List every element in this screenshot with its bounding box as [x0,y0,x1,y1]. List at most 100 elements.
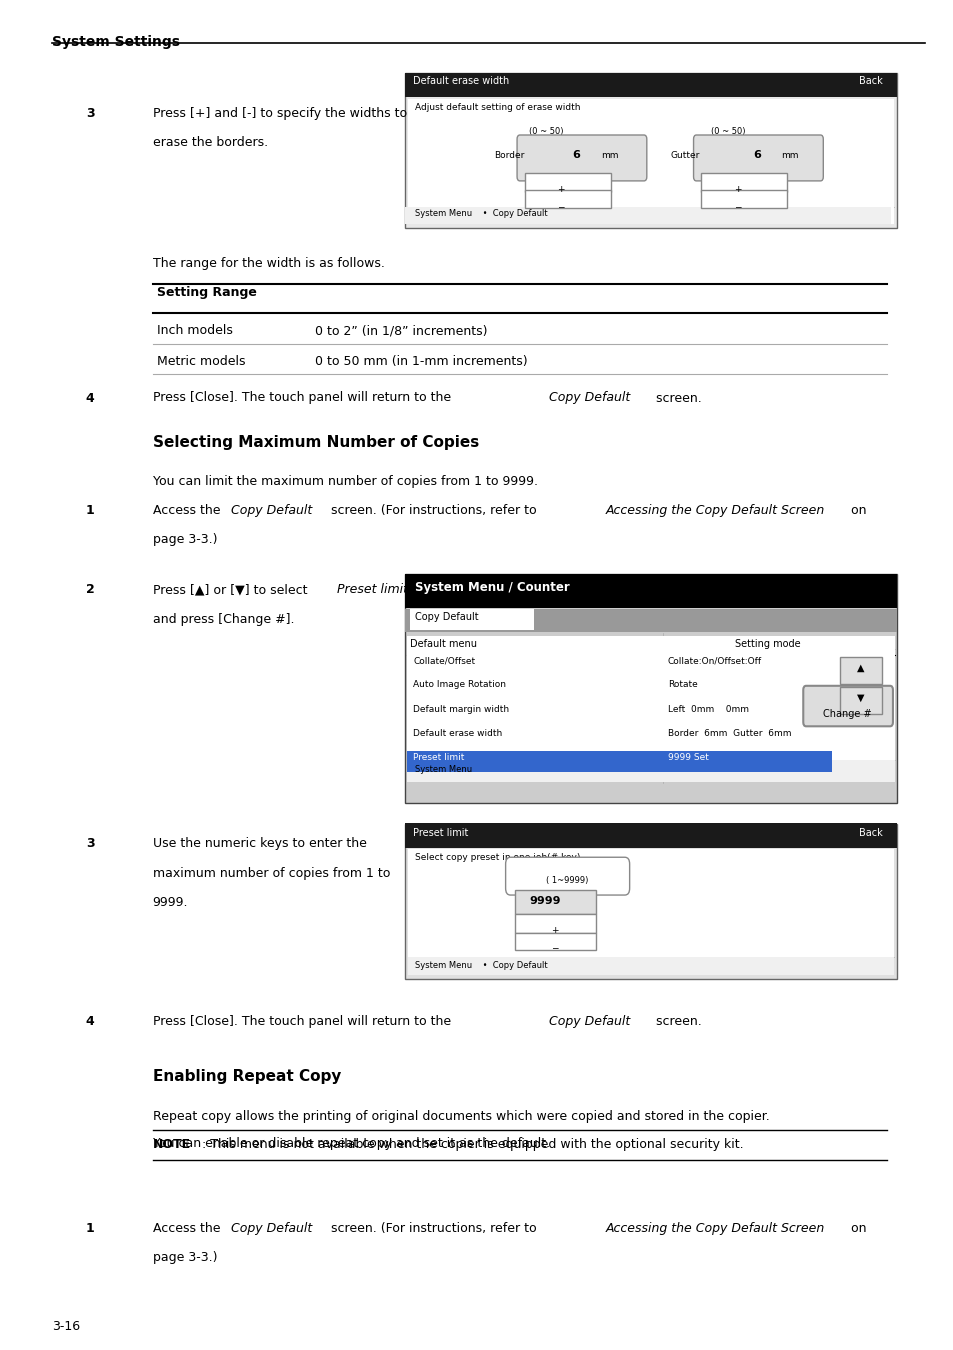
Bar [524,173,610,192]
Bar [407,678,831,699]
Text: mm: mm [600,151,618,161]
Bar [407,653,831,675]
Text: Left  0mm    0mm: Left 0mm 0mm [667,705,748,714]
Bar [515,914,596,933]
Text: screen.: screen. [651,1015,700,1029]
Text: NOTE: NOTE [152,1138,191,1152]
Bar [524,190,610,208]
Text: You can limit the maximum number of copies from 1 to 9999.: You can limit the maximum number of copi… [152,475,537,489]
Text: Enabling Repeat Copy: Enabling Repeat Copy [152,1069,340,1084]
Bar [407,751,831,772]
Text: Accessing the Copy Default Screen: Accessing the Copy Default Screen [605,1222,824,1235]
Text: You can enable or disable repeat copy and set it as the default.: You can enable or disable repeat copy an… [152,1137,549,1150]
Text: Copy Default: Copy Default [548,1015,629,1029]
Bar [407,702,831,724]
Text: : This menu is not available when the copier is equipped with the optional secur: : This menu is not available when the co… [202,1138,743,1152]
Text: The range for the width is as follows.: The range for the width is as follows. [152,256,384,270]
Text: Repeat copy allows the printing of original documents which were copied and stor: Repeat copy allows the printing of origi… [152,1110,768,1123]
Text: System Menu    •  Copy Default: System Menu • Copy Default [415,961,547,971]
Bar [515,933,596,950]
Bar [408,957,893,975]
Bar [700,173,786,192]
Text: Preset limit: Preset limit [413,753,464,763]
Text: 6: 6 [572,150,579,159]
Text: Change #: Change # [822,709,870,718]
Text: −: − [733,202,740,212]
Text: Default margin width: Default margin width [413,705,509,714]
Text: 0 to 2” (in 1/8” increments): 0 to 2” (in 1/8” increments) [314,324,487,338]
Text: 4: 4 [86,1015,94,1029]
Text: Gutter: Gutter [670,151,700,161]
Text: Border: Border [494,151,524,161]
Text: ▲: ▲ [856,663,863,672]
Bar [405,574,896,803]
Text: 3-16: 3-16 [52,1320,80,1334]
Text: +: + [733,185,740,194]
Text: 3: 3 [86,837,94,850]
Bar [839,657,882,684]
Bar [405,73,896,228]
Text: Copy Default: Copy Default [231,504,312,517]
Text: 4: 4 [86,392,94,405]
Text: Accessing the Copy Default Screen: Accessing the Copy Default Screen [605,504,824,517]
Text: Preset limit: Preset limit [413,828,468,837]
Text: screen. (For instructions, refer to: screen. (For instructions, refer to [327,504,540,517]
Text: Default menu: Default menu [410,639,476,648]
Text: Press [Close]. The touch panel will return to the: Press [Close]. The touch panel will retu… [152,392,455,405]
Text: page 3-3.): page 3-3.) [152,1251,217,1265]
Text: Auto Image Rotation: Auto Image Rotation [413,680,505,690]
Bar [839,687,882,714]
Text: Use the numeric keys to enter the: Use the numeric keys to enter the [152,837,366,850]
Text: 2: 2 [86,583,94,597]
Text: 9999 Set: 9999 Set [667,753,708,763]
Text: screen.: screen. [651,392,700,405]
Text: +: + [551,926,558,936]
Bar [407,760,894,782]
Text: 0 to 50 mm (in 1-mm increments): 0 to 50 mm (in 1-mm increments) [314,355,527,369]
Text: maximum number of copies from 1 to: maximum number of copies from 1 to [152,867,390,880]
Bar [405,73,896,97]
Text: Inch models: Inch models [157,324,233,338]
FancyBboxPatch shape [505,857,629,895]
Text: Back: Back [858,828,882,837]
Text: Border  6mm  Gutter  6mm: Border 6mm Gutter 6mm [667,729,790,738]
Text: 6: 6 [753,150,760,159]
Text: System Menu    •  Copy Default: System Menu • Copy Default [415,209,547,219]
Bar [408,99,893,224]
Bar [405,574,896,608]
Text: Back: Back [858,76,882,85]
Bar [408,849,893,975]
FancyBboxPatch shape [802,686,892,726]
Text: Access the: Access the [152,1222,224,1235]
FancyBboxPatch shape [693,135,822,181]
Text: ▼: ▼ [856,693,863,702]
Text: Setting Range: Setting Range [157,286,257,300]
Text: 3: 3 [86,107,94,120]
Bar [405,609,896,632]
Text: System Menu / Counter: System Menu / Counter [415,580,569,594]
Text: on: on [846,504,865,517]
Bar [407,636,894,782]
Text: screen. (For instructions, refer to: screen. (For instructions, refer to [327,1222,540,1235]
Bar [700,190,786,208]
Text: −: − [551,944,558,953]
Text: Rotate: Rotate [667,680,697,690]
Text: System Settings: System Settings [52,35,180,49]
Text: ( 1~9999): ( 1~9999) [546,876,588,886]
Text: Adjust default setting of erase width: Adjust default setting of erase width [415,103,579,112]
Text: Copy Default: Copy Default [231,1222,312,1235]
Text: erase the borders.: erase the borders. [152,136,268,150]
Bar [405,824,896,848]
Bar [515,890,596,914]
Text: Preset limit: Preset limit [336,583,407,597]
FancyBboxPatch shape [517,135,646,181]
Text: (0 ~ 50): (0 ~ 50) [710,127,744,136]
Bar [407,726,831,748]
Text: Select copy preset in one job(# key): Select copy preset in one job(# key) [415,853,579,863]
Bar [410,609,534,630]
Text: Access the: Access the [152,504,224,517]
Bar [405,824,896,979]
Text: 1: 1 [86,504,94,517]
Text: Default erase width: Default erase width [413,76,509,85]
Text: Setting mode: Setting mode [735,639,800,648]
